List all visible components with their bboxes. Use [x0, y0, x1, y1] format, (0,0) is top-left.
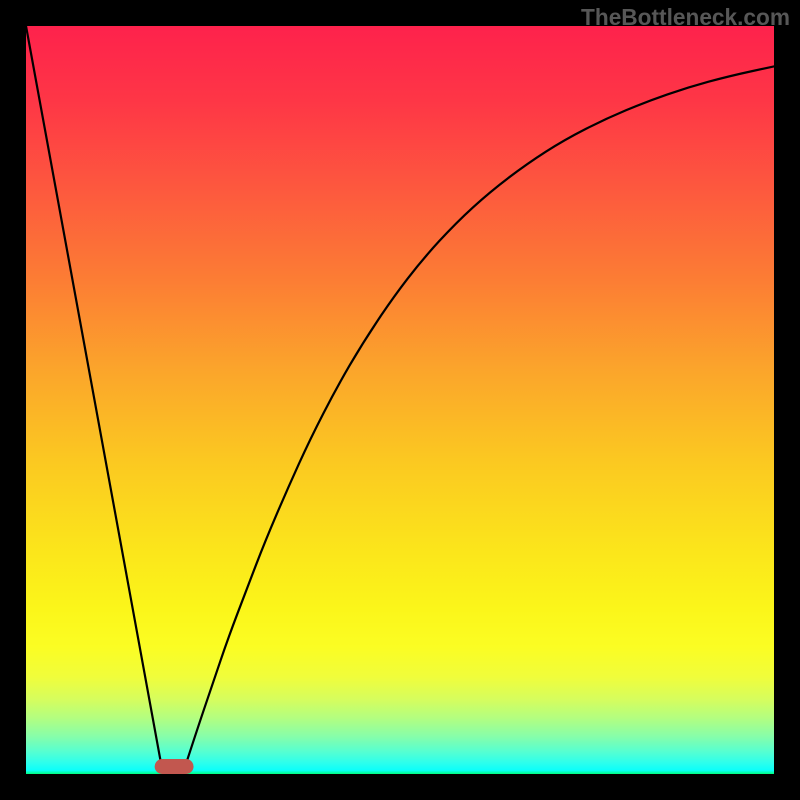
gradient-background	[26, 26, 774, 774]
minimum-marker	[155, 759, 194, 774]
watermark-text: TheBottleneck.com	[581, 4, 790, 31]
figure-container: TheBottleneck.com	[0, 0, 800, 800]
plot-area	[26, 26, 774, 774]
plot-svg	[26, 26, 774, 774]
